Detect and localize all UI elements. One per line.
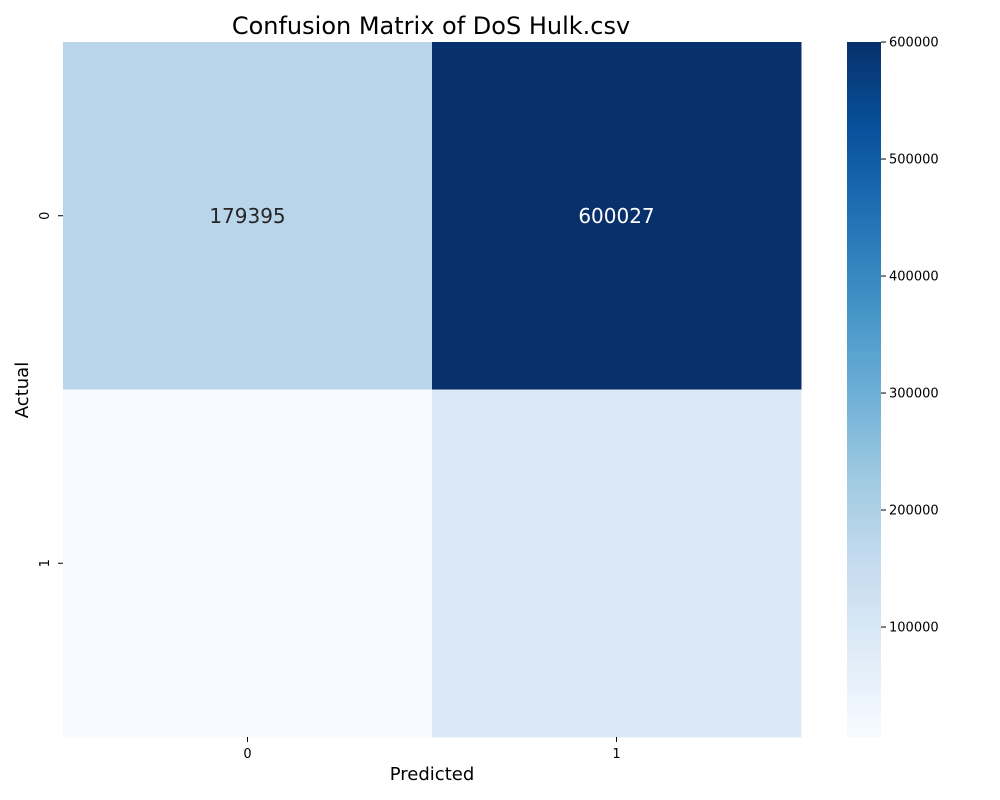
y-tick-label-0: 0 (38, 212, 53, 220)
y-tick-label-1: 1 (38, 559, 53, 567)
x-axis-label: Predicted (390, 764, 475, 785)
heatmap-cell-0-0 (63, 42, 433, 390)
colorbar-tick-label-0: 100000 (889, 621, 939, 636)
x-tick-label-0: 0 (243, 747, 251, 762)
heatmap-cell-1-1 (432, 389, 802, 738)
colorbar-tick-label-3: 400000 (889, 270, 939, 285)
heatmap-annotations: 179395 600027 (209, 204, 654, 228)
colorbar-tick-label-1: 200000 (889, 504, 939, 519)
cell-annotation-0-1: 600027 (578, 204, 654, 228)
heatmap-cell-1-0 (63, 389, 433, 738)
chart-title: Confusion Matrix of DoS Hulk.csv (232, 12, 630, 40)
colorbar-ticks: 100000 200000 300000 400000 500000 600000 (881, 36, 939, 636)
colorbar-tick-label-5: 600000 (889, 36, 939, 51)
heatmap-cells (63, 42, 802, 738)
heatmap-cell-0-1 (432, 42, 802, 390)
colorbar-tick-label-2: 300000 (889, 387, 939, 402)
x-tick-label-1: 1 (612, 747, 620, 762)
colorbar (847, 42, 881, 737)
y-axis: 01 (38, 212, 63, 567)
colorbar-tick-label-4: 500000 (889, 153, 939, 168)
cell-annotation-0-0: 179395 (209, 204, 285, 228)
y-axis-label: Actual (12, 362, 33, 418)
